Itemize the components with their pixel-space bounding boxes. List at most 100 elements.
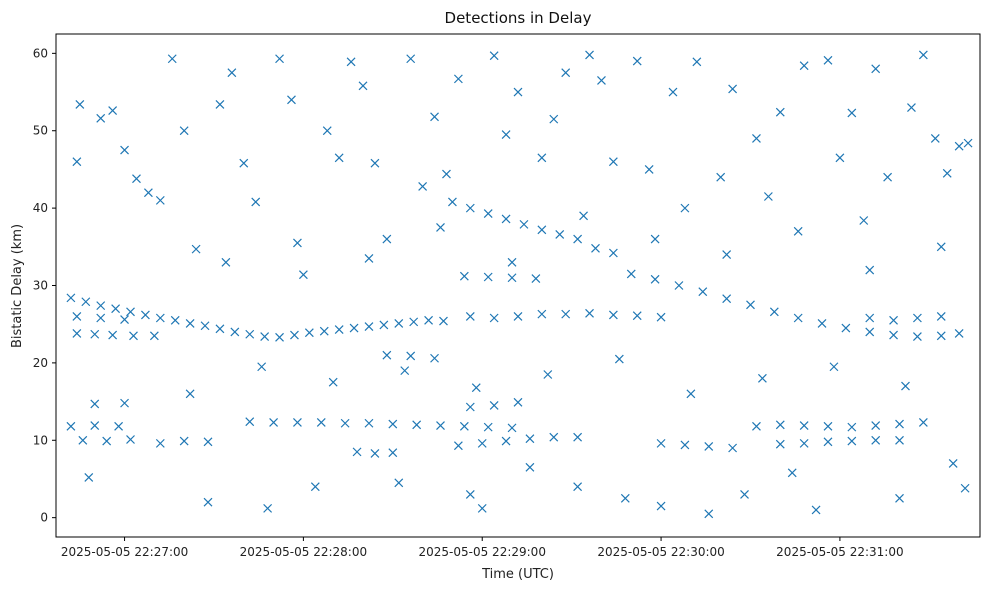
data-point (155, 313, 165, 323)
y-axis: 0 10 20 30 40 50 60 (33, 46, 56, 525)
data-point (889, 315, 898, 325)
data-point (358, 81, 368, 91)
x-tick-label: 2025-05-05 22:29:00 (419, 545, 546, 559)
data-point (310, 482, 320, 492)
data-point (799, 438, 809, 448)
data-point (728, 443, 738, 453)
data-point (269, 418, 279, 427)
data-point (185, 318, 195, 328)
data-point (245, 417, 255, 427)
data-point (507, 423, 517, 433)
data-point (227, 68, 237, 78)
y-tick-label: 30 (33, 279, 48, 293)
data-point (936, 331, 946, 341)
data-point (799, 421, 809, 430)
data-point (230, 327, 240, 337)
data-point (111, 304, 121, 314)
data-point (620, 493, 630, 503)
y-tick-label: 0 (40, 511, 48, 525)
data-point (200, 321, 210, 331)
data-point (573, 482, 583, 492)
data-point (406, 54, 416, 64)
data-point (304, 328, 314, 338)
data-point (963, 138, 973, 148)
data-point (650, 274, 660, 284)
data-point (531, 274, 541, 283)
data-point (352, 447, 362, 457)
data-point (72, 312, 82, 321)
data-point (793, 313, 803, 323)
data-point (394, 478, 404, 488)
data-point (96, 301, 106, 311)
data-point (251, 197, 261, 207)
data-point (507, 257, 517, 267)
data-point (290, 330, 299, 340)
data-point (668, 87, 678, 97)
data-point (752, 134, 761, 143)
data-point (680, 440, 690, 450)
data-point (364, 253, 374, 263)
data-point (775, 420, 785, 430)
data-point (90, 421, 100, 430)
data-point (155, 438, 165, 448)
data-point (489, 313, 499, 323)
data-point (120, 315, 129, 324)
data-point (132, 174, 141, 184)
data-point (787, 468, 797, 478)
data-point (901, 381, 910, 391)
y-axis-label: Bistatic Delay (km) (10, 224, 25, 348)
data-point (907, 103, 916, 112)
data-point (537, 309, 547, 319)
data-point (143, 188, 153, 198)
data-point (608, 248, 618, 258)
data-point (561, 68, 571, 78)
data-point (471, 383, 481, 393)
data-point (370, 158, 380, 168)
data-point (895, 435, 904, 445)
y-tick-label: 10 (33, 433, 48, 447)
data-point (239, 158, 249, 168)
data-point (823, 421, 833, 431)
data-point (549, 432, 559, 442)
data-point (841, 323, 851, 333)
data-point (263, 503, 273, 513)
data-point (501, 214, 511, 224)
data-point (507, 273, 517, 283)
data-point (370, 449, 380, 458)
data-point (656, 501, 666, 511)
data-point (215, 99, 225, 109)
data-point (483, 209, 493, 218)
chart-title: Detections in Delay (445, 9, 592, 27)
data-point (439, 316, 448, 326)
data-point (96, 313, 106, 323)
data-point (746, 300, 755, 310)
x-tick-label: 2025-05-05 22:28:00 (240, 545, 367, 559)
data-point (936, 312, 946, 321)
data-point (379, 320, 389, 330)
data-point (501, 436, 511, 446)
data-point (149, 331, 159, 341)
data-point (221, 257, 231, 267)
data-point (287, 95, 296, 105)
data-point (66, 421, 76, 431)
data-point (78, 435, 88, 445)
data-point (334, 325, 344, 335)
data-point (489, 401, 499, 410)
data-point (829, 362, 839, 372)
data-point (954, 141, 964, 151)
data-point (340, 418, 350, 428)
data-point (179, 436, 189, 446)
data-point (382, 350, 392, 360)
data-point (823, 437, 833, 447)
data-point (400, 366, 410, 376)
data-point (740, 490, 749, 499)
data-point (364, 322, 374, 331)
data-point (328, 377, 338, 387)
data-point (698, 287, 708, 297)
data-point (561, 309, 571, 319)
data-point (436, 223, 445, 232)
data-point (626, 269, 636, 279)
y-tick-label: 60 (33, 46, 48, 60)
data-point (960, 483, 970, 493)
